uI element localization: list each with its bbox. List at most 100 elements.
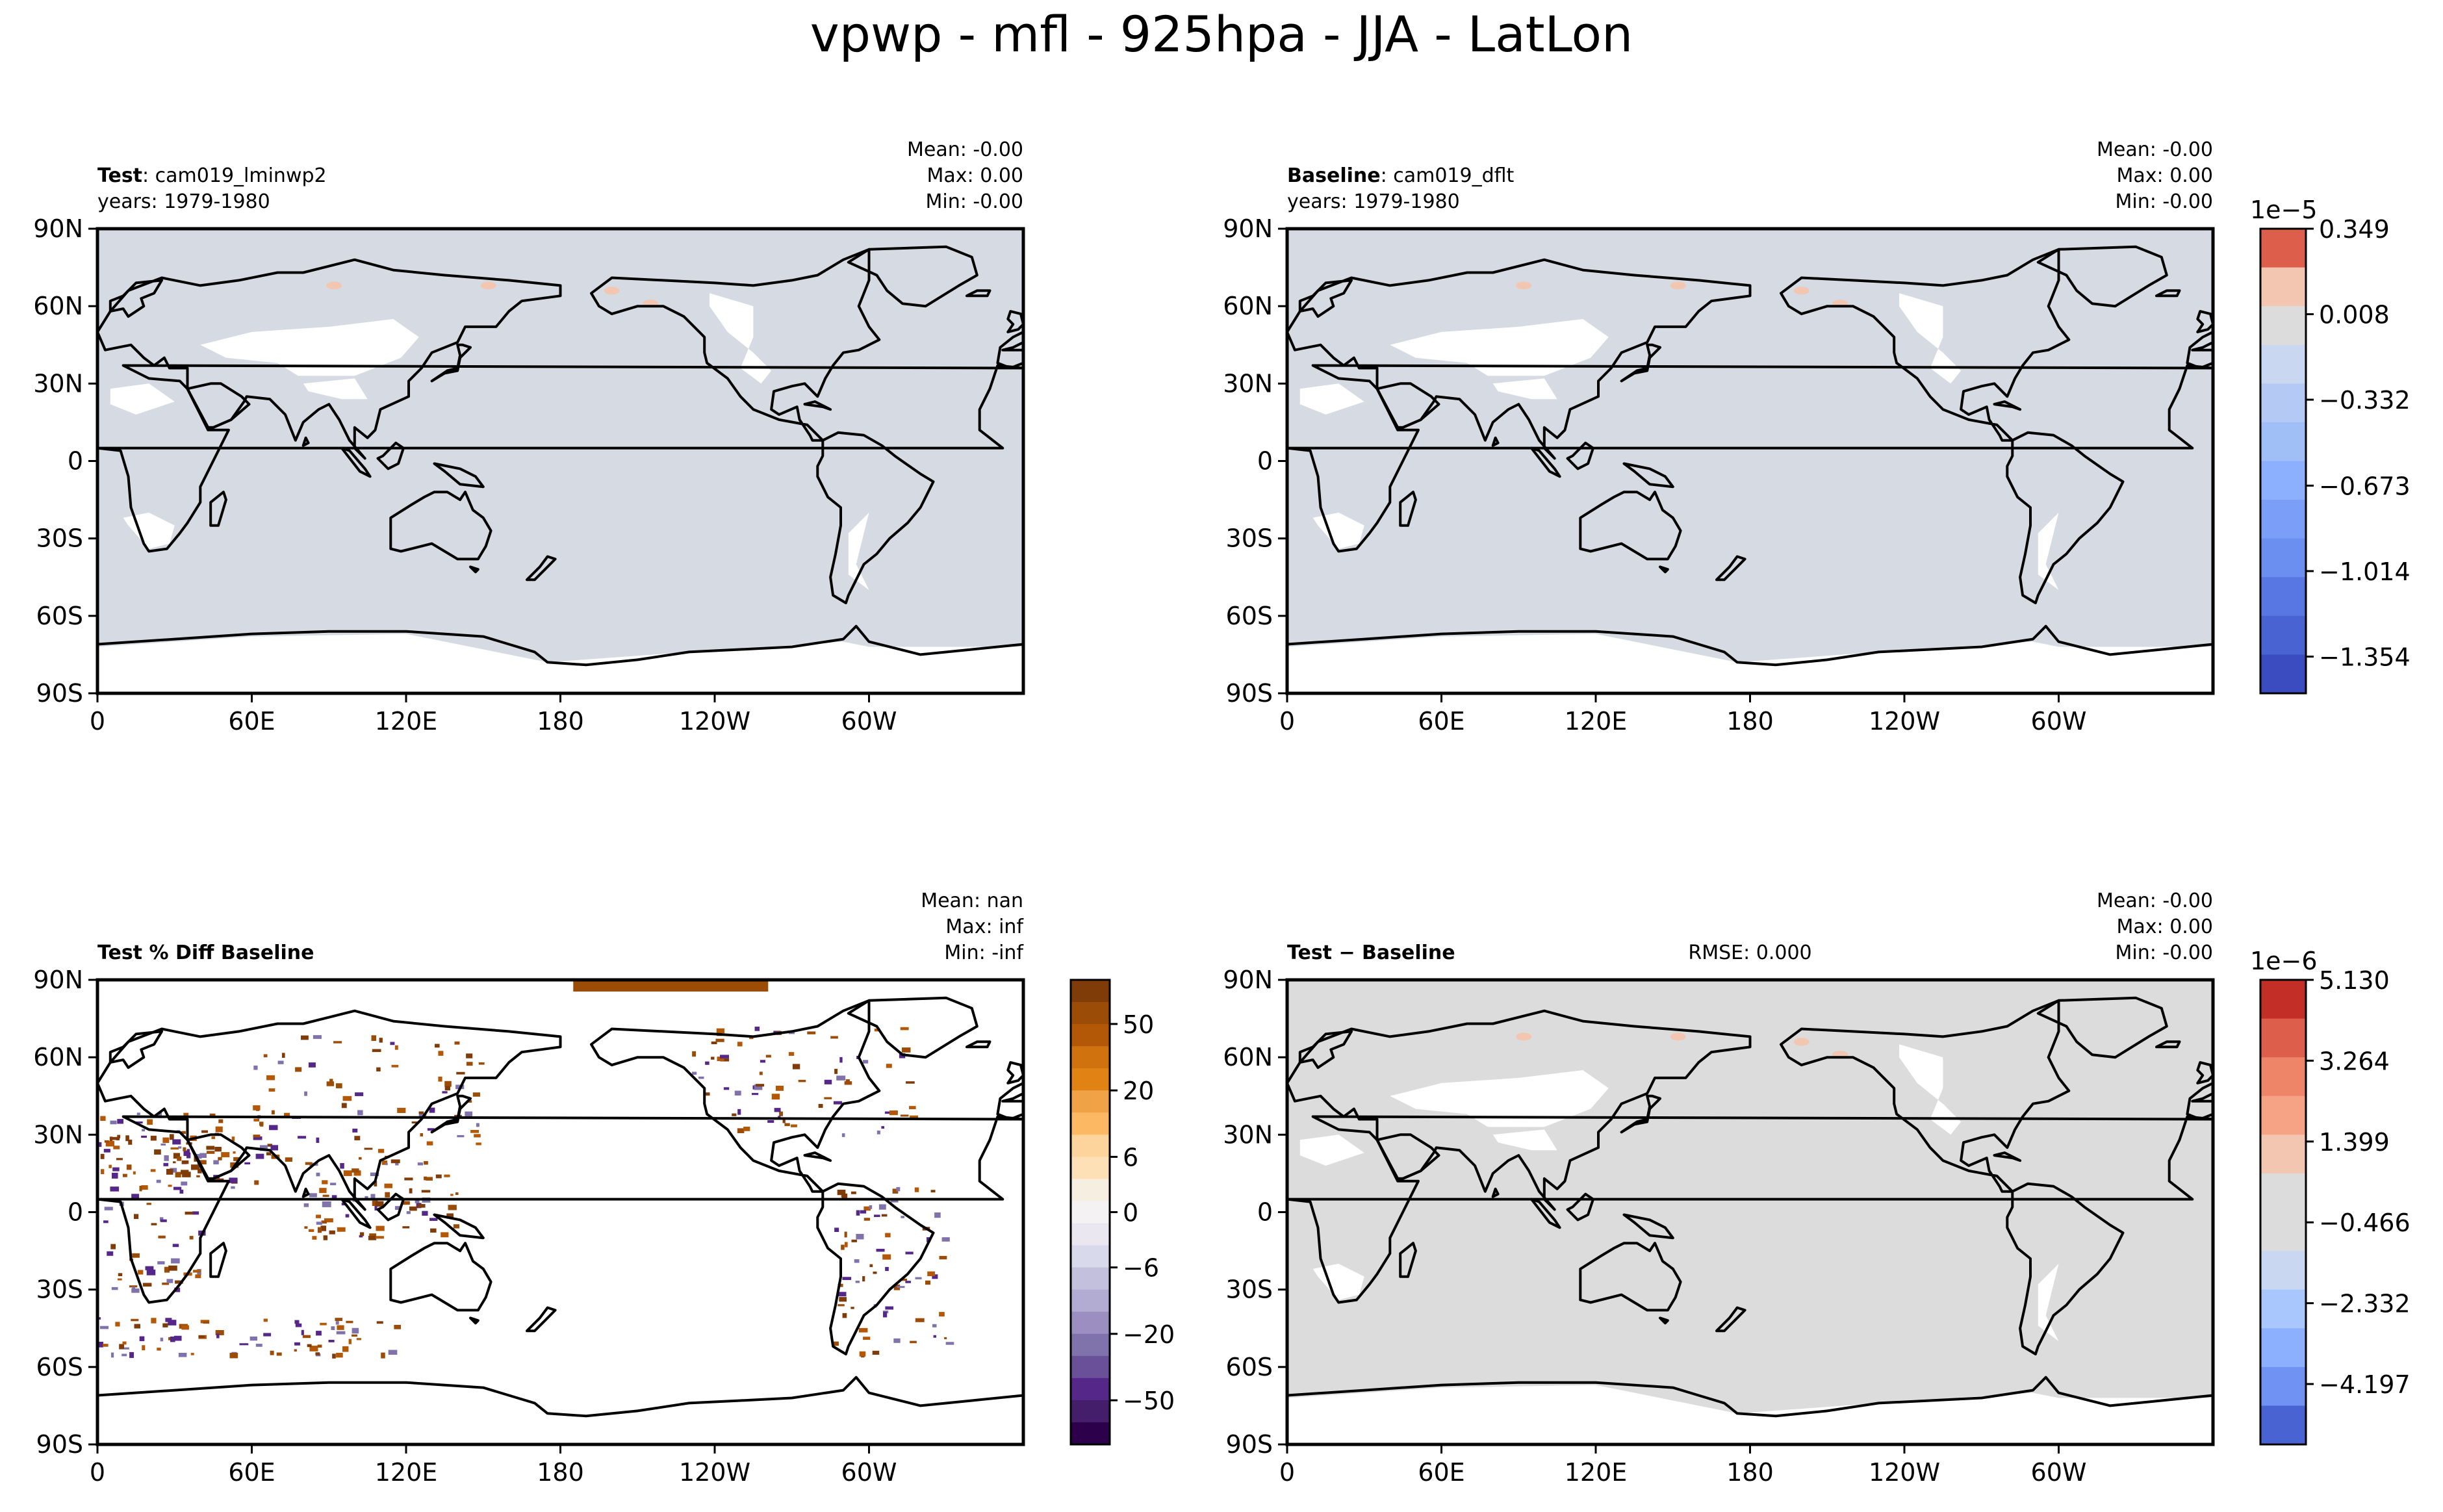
pct-speckle — [198, 1168, 202, 1173]
colorbar-swatch — [1071, 1289, 1110, 1313]
pct-speckle — [807, 1031, 816, 1034]
pct-speckle — [930, 1190, 936, 1193]
pct-speckle — [756, 1084, 765, 1087]
coastline — [1993, 400, 2022, 411]
pct-speckle — [322, 1194, 329, 1198]
colorbar-tick-label: 6 — [1123, 1143, 1138, 1172]
pct-speckle — [162, 1137, 170, 1144]
pct-speckle — [162, 1282, 170, 1285]
colorbar-swatch — [1071, 1157, 1110, 1179]
lon-tick-label: 180 — [537, 707, 584, 736]
pct-speckle — [359, 1232, 365, 1237]
lat-tick-label: 60S — [36, 1353, 83, 1381]
pct-speckle — [352, 1168, 359, 1173]
pct-speckle — [430, 1228, 437, 1233]
pct-speckle — [355, 1092, 364, 1096]
pct-speckle — [376, 1067, 381, 1071]
pct-speckle — [438, 1051, 444, 1056]
lon-tick-label: 0 — [1279, 707, 1295, 736]
pct-speckle — [170, 1336, 175, 1342]
pct-speckle — [128, 1139, 133, 1145]
pct-speckle — [370, 1194, 376, 1199]
pct-speckle — [102, 1344, 109, 1347]
coastline — [376, 441, 405, 470]
pct-speckle — [767, 1120, 774, 1123]
pct-speckle — [136, 1112, 140, 1116]
pct-speckle — [145, 1266, 154, 1270]
pct-speckle — [863, 1337, 871, 1340]
pct-speckle — [893, 1284, 901, 1290]
pct-speckle — [450, 1194, 454, 1196]
pct-speckle — [142, 1129, 146, 1132]
pct-speckle — [193, 1270, 201, 1273]
pct-speckle — [941, 1237, 950, 1242]
pct-speckle — [336, 1331, 346, 1335]
coastline — [1286, 1115, 2214, 1304]
pct-speckle — [215, 1126, 223, 1133]
pct-speckle — [316, 1137, 320, 1143]
lat-tick-label: 30S — [36, 1275, 83, 1304]
panel-label-bold: Baseline — [1287, 164, 1381, 187]
coastline — [526, 555, 557, 582]
pct-speckle — [181, 1325, 189, 1330]
lat-tick-label: 60N — [1223, 1043, 1273, 1071]
pct-speckle — [326, 1081, 335, 1086]
colorbar-tick-label: −20 — [1123, 1320, 1175, 1349]
pct-speckle — [109, 1136, 113, 1143]
pct-speckle — [391, 1064, 399, 1068]
coastline — [590, 248, 881, 442]
coastline — [847, 996, 978, 1059]
colorbar-frame — [2259, 979, 2307, 1446]
coastline — [1659, 1316, 1669, 1325]
pct-speckle — [692, 1071, 697, 1075]
lon-tick-label: 120E — [375, 1458, 438, 1487]
pct-speckle — [276, 1352, 282, 1356]
colorbar-tick-label: 5.130 — [2319, 966, 2390, 995]
pct-speckle — [415, 1198, 420, 1203]
pct-speckle — [720, 1055, 729, 1058]
colorbar-swatch — [1071, 1090, 1110, 1113]
lat-tick-label: 90N — [1223, 966, 1273, 994]
pct-speckle — [172, 1139, 181, 1145]
pct-speckle — [791, 1124, 797, 1127]
coastline — [376, 1192, 405, 1222]
coastline — [1993, 1151, 2022, 1162]
pct-speckle — [131, 1194, 140, 1200]
pct-speckle — [934, 1212, 941, 1218]
pct-speckle — [842, 1277, 852, 1280]
lat-tick-label: 60N — [1223, 292, 1273, 320]
land-mask — [1492, 378, 1557, 400]
pct-speckle — [716, 1028, 725, 1034]
pct-speckle — [315, 1352, 320, 1355]
pct-speckle — [207, 1151, 215, 1154]
pct-speckle — [467, 1100, 472, 1103]
pct-speckle — [263, 1333, 272, 1337]
pct-speckle — [933, 1335, 936, 1338]
pct-speckle — [863, 1206, 871, 1211]
lon-tick-label: 180 — [537, 1458, 584, 1487]
pct-speckle — [181, 1160, 189, 1164]
pct-speckle — [409, 1206, 417, 1211]
pct-speckle — [337, 1227, 346, 1232]
pct-speckle — [295, 1323, 302, 1327]
panel-label: Test % Diff Baseline — [97, 942, 314, 964]
pct-speckle — [181, 1181, 188, 1186]
colorbar-swatch — [1071, 1267, 1110, 1290]
anomaly-spot — [1516, 1032, 1532, 1041]
coastline — [301, 1187, 310, 1198]
colorbar-swatch — [2260, 980, 2306, 1019]
colorbar-swatch — [1071, 1311, 1110, 1335]
coastline — [1298, 279, 1353, 318]
coastline — [1659, 565, 1669, 574]
lat-tick-label: 0 — [1257, 447, 1273, 476]
pct-speckle — [294, 1349, 297, 1352]
pct-speckle — [112, 1167, 120, 1172]
coastline — [1006, 1061, 1025, 1084]
coastline — [209, 1242, 227, 1278]
pct-speckle — [352, 1327, 359, 1334]
pct-speckle — [838, 1283, 843, 1287]
pct-speckle — [402, 1226, 410, 1229]
pct-speckle — [478, 1062, 485, 1065]
pct-speckle — [177, 1146, 182, 1149]
colorbar-swatch — [2260, 422, 2306, 461]
